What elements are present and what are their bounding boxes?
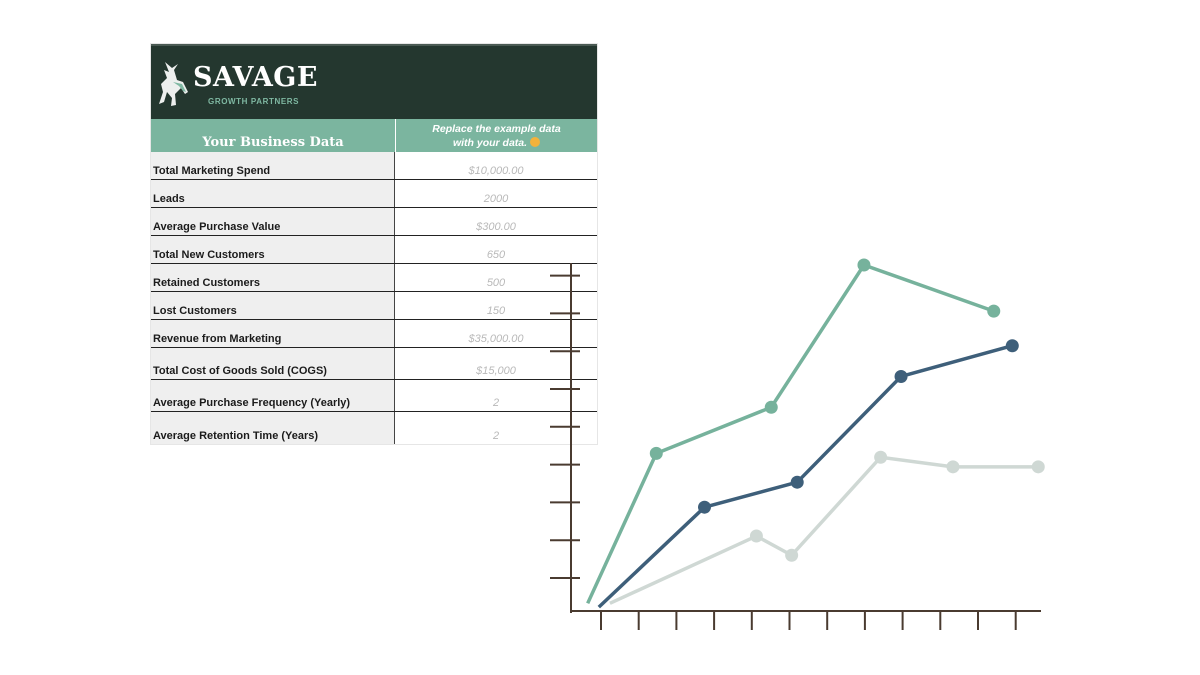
table-row: Lost Customers 150	[151, 292, 597, 320]
row-label: Revenue from Marketing	[151, 320, 395, 347]
table-header-row: Your Business Data Replace the example d…	[151, 119, 597, 152]
data-point	[857, 258, 871, 272]
series-line-3	[609, 455, 1039, 605]
row-value-input[interactable]: 650	[486, 249, 506, 261]
data-point	[764, 400, 778, 414]
row-label: Average Purchase Frequency (Yearly)	[151, 380, 395, 411]
data-point	[649, 446, 663, 460]
row-label: Average Retention Time (Years)	[151, 412, 395, 444]
row-label: Average Purchase Value	[151, 208, 395, 235]
row-label: Leads	[151, 180, 395, 207]
brand-subtitle: GROWTH PARTNERS	[208, 97, 300, 106]
instructions-line-1: Replace the example data	[432, 123, 561, 135]
row-label: Total Marketing Spend	[151, 152, 395, 179]
row-value-input[interactable]: $15,000	[476, 365, 516, 377]
data-point	[946, 460, 960, 474]
row-value-input[interactable]: 2	[492, 430, 500, 442]
row-value-input[interactable]: $35,000.00	[468, 333, 524, 345]
row-label: Retained Customers	[151, 264, 395, 291]
data-point	[698, 500, 711, 514]
table-row: Total New Customers 650	[151, 236, 597, 264]
column-header-business-data: Your Business Data	[202, 135, 344, 150]
data-point	[790, 475, 804, 489]
brand-header: SAVAGE GROWTH PARTNERS	[151, 44, 597, 119]
row-label: Total Cost of Goods Sold (COGS)	[151, 348, 395, 379]
table-row: Average Retention Time (Years) 2	[151, 412, 597, 444]
spreadsheet-card: SAVAGE GROWTH PARTNERS Your Business Dat…	[151, 44, 597, 444]
row-value-input[interactable]: 150	[486, 305, 506, 317]
table-row: Total Marketing Spend $10,000.00	[151, 152, 597, 180]
data-point	[785, 548, 799, 562]
table-row: Retained Customers 500	[151, 264, 597, 292]
pointing-hand-icon	[530, 137, 541, 147]
row-label: Total New Customers	[151, 236, 395, 263]
brand-name: SAVAGE	[193, 62, 318, 93]
data-point	[1005, 339, 1019, 353]
table-row: Revenue from Marketing $35,000.00	[151, 320, 597, 348]
row-value-input[interactable]: 500	[486, 277, 506, 289]
data-point	[1031, 460, 1045, 474]
table-row: Average Purchase Value $300.00	[151, 208, 597, 236]
stag-logo-icon	[159, 62, 188, 106]
instructions-line-2: with your data.	[396, 136, 597, 150]
row-value-input[interactable]: $10,000.00	[468, 165, 524, 177]
table-row: Leads 2000	[151, 180, 597, 208]
row-value-input[interactable]: 2	[492, 397, 500, 409]
row-value-input[interactable]: 2000	[483, 193, 509, 205]
header-divider	[395, 119, 396, 152]
row-value-input[interactable]: $300.00	[476, 221, 516, 233]
row-label: Lost Customers	[151, 292, 395, 319]
table-row: Average Purchase Frequency (Yearly) 2	[151, 380, 597, 412]
column-header-instructions: Replace the example data with your data.	[396, 119, 597, 152]
table-row: Total Cost of Goods Sold (COGS) $15,000	[151, 348, 597, 380]
data-point	[987, 304, 1001, 318]
data-point	[749, 529, 763, 543]
series-line-2	[597, 344, 1013, 609]
instructions-line-2-text: with your data.	[452, 137, 528, 149]
data-point	[874, 450, 888, 464]
data-point	[894, 369, 908, 383]
